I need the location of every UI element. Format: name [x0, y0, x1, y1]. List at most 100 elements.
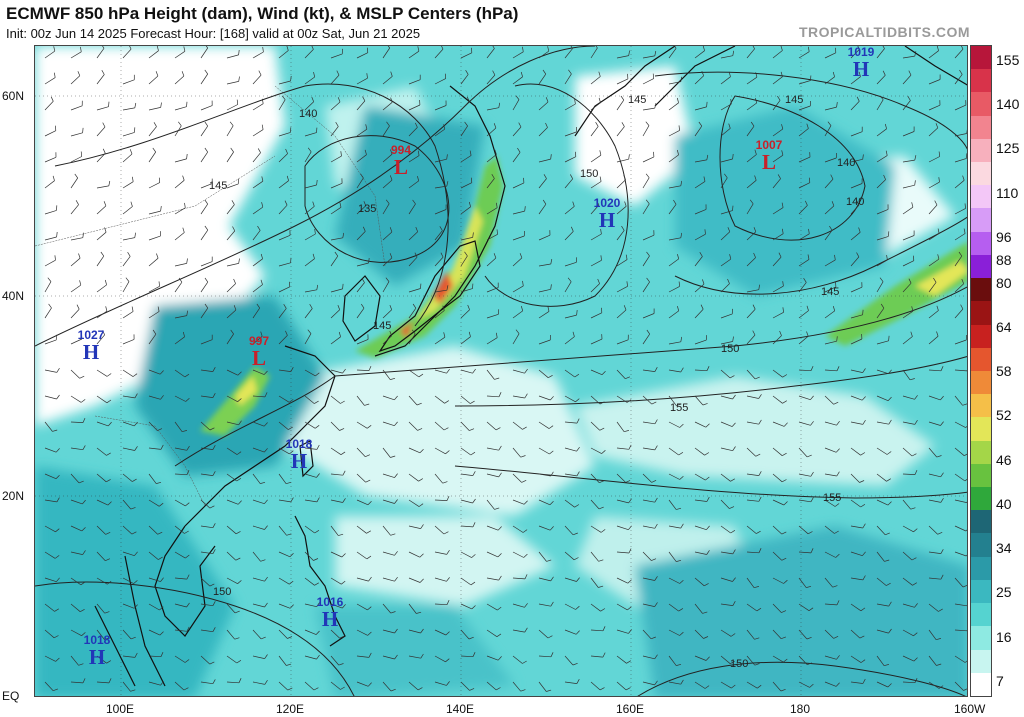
wind-barb-flag: [879, 277, 884, 282]
wind-barb-flag: [702, 46, 705, 51]
wind-barb-flag: [522, 660, 527, 664]
wind-barb: [590, 154, 602, 163]
brand-watermark[interactable]: TROPICALTIDBITS.COM: [798, 24, 970, 40]
wind-barb-flag: [548, 374, 553, 379]
wind-barb-flag: [446, 154, 448, 160]
wind-barb: [356, 282, 365, 293]
wind-barb: [746, 603, 758, 612]
wind-barb: [252, 336, 263, 345]
wind-barb: [746, 180, 757, 189]
wind-barb: [70, 51, 82, 59]
wind-barb-flag: [186, 602, 190, 608]
wind-barb-flag: [102, 330, 106, 335]
wind-barb-flag: [182, 227, 185, 233]
wind-barb: [590, 259, 602, 267]
wind-barb-flag: [860, 504, 866, 508]
wind-barb-flag: [548, 425, 554, 429]
wind-barb-flag: [600, 229, 602, 235]
wind-barb-flag: [181, 71, 185, 77]
wind-barb: [486, 287, 499, 293]
wind-barb-flag: [472, 368, 476, 374]
wind-barb-flag: [340, 400, 345, 404]
wind-barb-flag: [706, 366, 710, 371]
wind-barb: [538, 288, 551, 293]
wind-barb: [876, 209, 889, 215]
wind-barb: [252, 525, 265, 530]
wind-barb-flag: [572, 201, 575, 207]
wind-barb: [772, 178, 781, 189]
wind-barb-flag: [862, 420, 866, 425]
wind-barb-flag: [781, 531, 787, 535]
wind-barb: [382, 447, 391, 458]
wind-barb: [434, 78, 446, 85]
wind-barb-flag: [755, 453, 761, 457]
wind-barb-flag: [940, 395, 944, 401]
wind-barb-flag: [470, 400, 475, 404]
wind-barb: [772, 499, 785, 506]
wind-barb-flag: [498, 102, 501, 108]
wind-barb-flag: [316, 497, 320, 503]
contour-label: 140: [846, 196, 865, 208]
wind-barb: [96, 603, 105, 614]
wind-barb: [876, 99, 884, 111]
wind-barb: [668, 341, 681, 345]
wind-barb: [278, 262, 291, 267]
wind-barb-flag: [419, 449, 424, 454]
wind-barb: [226, 421, 239, 426]
wind-barb: [538, 525, 551, 531]
wind-barb: [512, 257, 523, 267]
wind-barb-flag: [316, 473, 320, 478]
wind-barb: [720, 603, 733, 606]
wind-barb-flag: [576, 679, 580, 684]
wind-barb: [564, 681, 577, 684]
wind-barb: [252, 180, 264, 189]
wind-barb-flag: [260, 279, 263, 285]
wind-barb-flag: [806, 305, 809, 311]
wind-barb-flag: [446, 368, 450, 374]
wind-barb: [798, 335, 809, 345]
chart-subtitle: Init: 00z Jun 14 2025 Forecast Hour: [16…: [6, 26, 421, 41]
lon-label-120e: 120E: [276, 702, 305, 716]
wind-barb-flag: [914, 469, 918, 475]
wind-barb-flag: [184, 530, 189, 534]
wind-barb: [746, 655, 756, 666]
wind-barb: [928, 447, 938, 458]
wind-barb-flag: [238, 258, 240, 264]
wind-barb-flag: [886, 478, 891, 482]
wind-barb: [694, 473, 706, 481]
wind-barb-flag: [545, 122, 548, 128]
wind-barb-flag: [236, 451, 242, 455]
wind-barb-flag: [497, 656, 502, 661]
wind-barb-flag: [134, 232, 136, 238]
wind-barb-flag: [938, 685, 944, 689]
colorbar-swatch: [971, 278, 991, 302]
wind-barb: [70, 257, 81, 267]
wind-barb: [668, 447, 679, 456]
wind-barb: [252, 129, 264, 137]
wind-barb: [720, 655, 731, 664]
pressure-value: 1016: [316, 595, 344, 609]
wind-barb-flag: [754, 663, 760, 666]
wind-barb: [642, 156, 655, 163]
wind-barb-flag: [620, 95, 625, 101]
wind-barb-flag: [836, 471, 840, 477]
contour-label: 140: [299, 108, 318, 120]
wind-barb-flag: [706, 101, 708, 107]
wind-barb: [954, 233, 966, 241]
wind-barb: [44, 655, 56, 662]
wind-barb-flag: [286, 481, 291, 485]
wind-barb: [746, 499, 759, 502]
wind-barb-flag: [288, 426, 293, 430]
wind-barb-flag: [82, 550, 86, 555]
wind-barb-flag: [340, 151, 342, 157]
wind-barb: [486, 369, 495, 380]
wind-barb-flag: [966, 629, 967, 631]
wind-barb: [96, 334, 105, 345]
wind-barb: [330, 421, 340, 431]
wind-barb: [304, 76, 315, 85]
colorbar-label: 155: [996, 52, 1020, 68]
wind-barb: [174, 106, 187, 111]
wind-barb-flag: [576, 471, 580, 477]
wind-barb: [408, 473, 419, 482]
wind-barb-flag: [755, 98, 758, 104]
